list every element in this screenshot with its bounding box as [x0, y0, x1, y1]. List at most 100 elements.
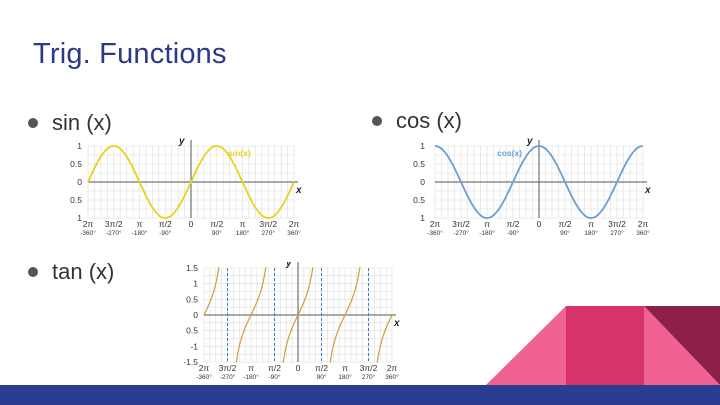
x-tick-label: 2π	[289, 219, 300, 229]
x-tick-degree-label: 180°	[236, 229, 250, 237]
decoration-pink-shape	[486, 306, 566, 385]
x-tick-label: π/2	[268, 363, 281, 373]
bullet-dot-icon	[28, 118, 38, 128]
x-tick-degree-label: -90°	[269, 373, 281, 381]
x-tick-label: π/2	[159, 219, 172, 229]
x-tick-label: 0	[537, 219, 542, 229]
x-tick-degree-label: -270°	[106, 229, 122, 237]
x-tick-label: π	[248, 363, 254, 373]
x-tick-degree-label: -90°	[159, 229, 171, 237]
cos-curve	[434, 145, 644, 219]
x-tick-degree-label: 90°	[560, 229, 570, 237]
x-tick-label: 3π/2	[452, 219, 470, 229]
tan-curve	[329, 267, 361, 363]
x-tick-degree-label: -180°	[243, 373, 259, 381]
tan-curve	[282, 267, 314, 363]
slide-title: Trig. Functions	[33, 38, 227, 70]
decoration-maroon-shape	[644, 306, 720, 385]
y-tick-label: 0	[193, 310, 198, 320]
x-tick-degree-label: -180°	[132, 229, 148, 237]
x-tick-degree-label: 180°	[338, 373, 352, 381]
x-tick-label: 2π	[199, 363, 210, 373]
x-tick-degree-label: -360°	[427, 229, 443, 237]
series-label: sin(x)	[228, 148, 251, 158]
x-tick-degree-label: -90°	[507, 229, 519, 237]
x-tick-degree-label: 360°	[287, 229, 301, 237]
y-axis-label: y	[526, 136, 533, 147]
x-tick-degree-label: 90°	[212, 229, 222, 237]
x-tick-label: 2π	[430, 219, 441, 229]
x-tick-label: π/2	[507, 219, 520, 229]
x-tick-label: 3π/2	[608, 219, 626, 229]
y-axis-label: y	[285, 262, 292, 269]
x-tick-degree-label: -180°	[479, 229, 495, 237]
x-tick-label: 3π/2	[219, 363, 237, 373]
tan-curve	[235, 267, 267, 363]
bullet-sin-label: sin (x)	[52, 110, 112, 135]
x-tick-label: π/2	[559, 219, 572, 229]
decoration-magenta-shape	[566, 306, 644, 385]
bullet-tan-label: tan (x)	[52, 259, 115, 284]
x-tick-label: π	[484, 219, 490, 229]
tan-chart: xy1.510.500.5-1-1.52π-360°3π/2-270°π-180…	[183, 262, 400, 381]
tan-curve	[203, 267, 220, 315]
x-tick-label: 3π/2	[259, 219, 277, 229]
x-tick-label: π	[342, 363, 348, 373]
y-tick-label: 0	[77, 177, 82, 187]
x-tick-degree-label: 180°	[584, 229, 598, 237]
series-label: cos(x)	[497, 148, 522, 158]
bullet-dot-icon	[372, 116, 382, 126]
footer-bar	[0, 385, 720, 405]
x-tick-label: 3π/2	[105, 219, 123, 229]
x-tick-label: 0	[296, 363, 301, 373]
x-tick-degree-label: 270°	[362, 373, 376, 381]
x-tick-degree-label: 270°	[262, 229, 276, 237]
x-tick-label: π/2	[210, 219, 223, 229]
y-tick-label: 0.5	[70, 195, 82, 205]
bullet-dot-icon	[28, 267, 38, 277]
y-tick-label: 1	[77, 141, 82, 151]
y-tick-label: 0.5	[186, 294, 198, 304]
x-axis-label: x	[295, 185, 302, 196]
x-tick-degree-label: -360°	[196, 373, 212, 381]
x-tick-degree-label: 360°	[636, 229, 650, 237]
x-tick-degree-label: -360°	[80, 229, 96, 237]
decoration-shapes	[486, 306, 720, 385]
y-axis-label: y	[178, 136, 185, 147]
x-tick-degree-label: 360°	[385, 373, 399, 381]
tan-curve	[376, 315, 393, 363]
x-tick-degree-label: -270°	[220, 373, 236, 381]
sin-curve	[87, 145, 295, 219]
x-tick-label: π/2	[315, 363, 328, 373]
bullet-cos: cos (x)	[372, 108, 462, 134]
x-tick-label: 3π/2	[360, 363, 378, 373]
x-axis-label: x	[393, 318, 400, 329]
x-tick-degree-label: 270°	[610, 229, 624, 237]
y-tick-label: 0.5	[413, 195, 425, 205]
x-tick-degree-label: 90°	[317, 373, 327, 381]
x-tick-label: 2π	[83, 219, 94, 229]
y-tick-label: -1	[190, 341, 198, 351]
sin-chart: xysin(x)10.500.512π-360°3π/2-270°π-180°π…	[70, 136, 302, 237]
y-tick-label: 0	[420, 177, 425, 187]
y-tick-label: 0.5	[413, 159, 425, 169]
x-tick-label: π	[240, 219, 246, 229]
y-tick-label: 1	[420, 141, 425, 151]
bullet-cos-label: cos (x)	[396, 108, 462, 133]
y-tick-label: 1	[420, 213, 425, 223]
y-tick-label: 1.5	[186, 263, 198, 273]
x-axis-label: x	[644, 185, 651, 196]
x-tick-label: 2π	[638, 219, 649, 229]
y-tick-label: 1	[77, 213, 82, 223]
cos-chart: xycos(x)10.500.512π-360°3π/2-270°π-180°π…	[413, 136, 651, 237]
y-tick-label: 1	[193, 279, 198, 289]
bullet-sin: sin (x)	[28, 110, 112, 136]
x-tick-label: 2π	[387, 363, 398, 373]
y-tick-label: 0.5	[70, 159, 82, 169]
bullet-tan: tan (x)	[28, 259, 114, 285]
x-tick-label: π	[137, 219, 143, 229]
x-tick-label: 0	[189, 219, 194, 229]
x-tick-label: π	[588, 219, 594, 229]
x-tick-degree-label: -270°	[453, 229, 469, 237]
